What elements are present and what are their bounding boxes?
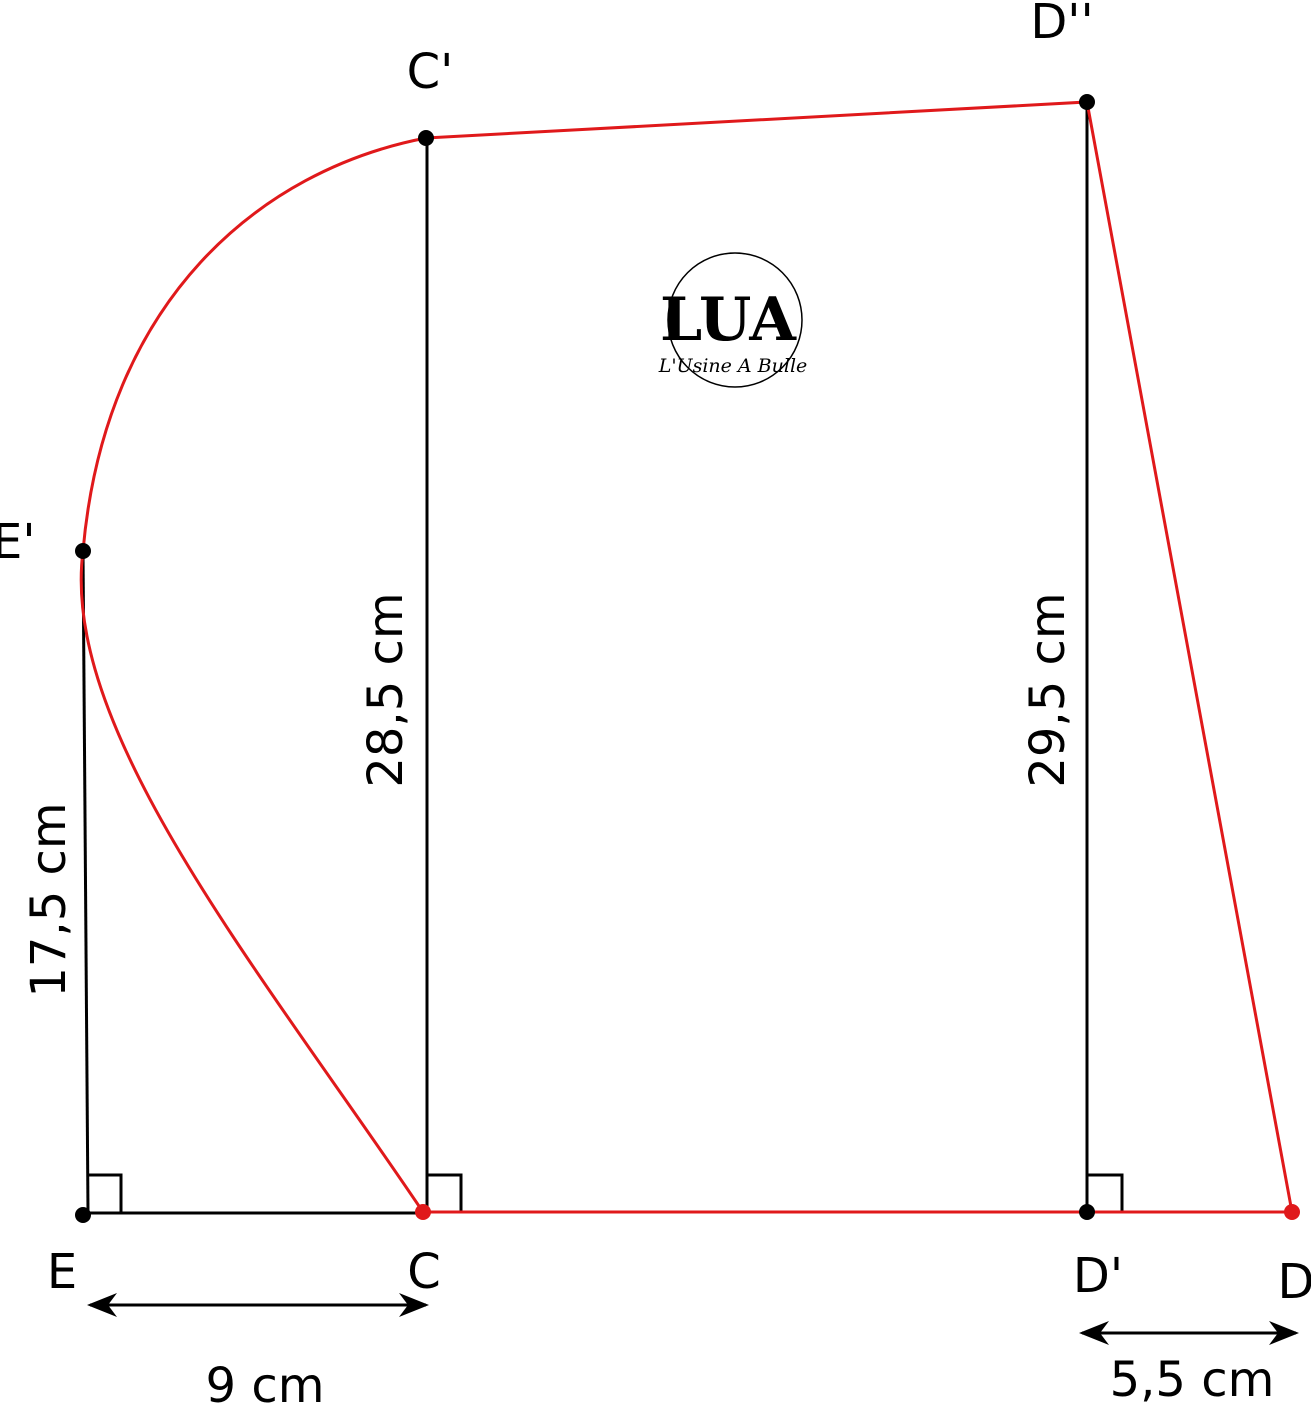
right-angle [427,1173,463,1212]
point [1079,1204,1095,1220]
pattern-outline [79,100,1294,1214]
right-angle [88,1173,123,1212]
logo-name: L'Usine A Bulle [658,355,808,377]
point-label: D' [1073,1248,1123,1304]
points [75,94,1300,1223]
point [75,543,91,559]
line-e [81,550,90,1213]
point [415,1204,431,1220]
point-label: E' [0,514,36,570]
dimension-label: 5,5 cm [1110,1352,1275,1403]
point [75,1207,91,1223]
point [1284,1204,1300,1220]
construction-lines [81,102,1299,1345]
logo-mark: LUA [660,285,797,355]
dimension-label: 9 cm [206,1358,325,1403]
dimension-label: 17,5 cm [21,802,77,997]
point-label: E [47,1244,77,1300]
dimension-label: 28,5 cm [358,592,414,787]
right-angle [1087,1173,1124,1212]
point [1079,94,1095,110]
dimension-label: 29,5 cm [1020,592,1076,787]
point-label: D'' [1030,0,1093,50]
point [418,130,434,146]
point-label: C [407,1244,441,1300]
point-label: D [1278,1254,1311,1310]
logo: LUA L'Usine A Bulle [658,252,808,388]
point-label: C' [407,44,454,100]
logo-circle [667,252,803,388]
